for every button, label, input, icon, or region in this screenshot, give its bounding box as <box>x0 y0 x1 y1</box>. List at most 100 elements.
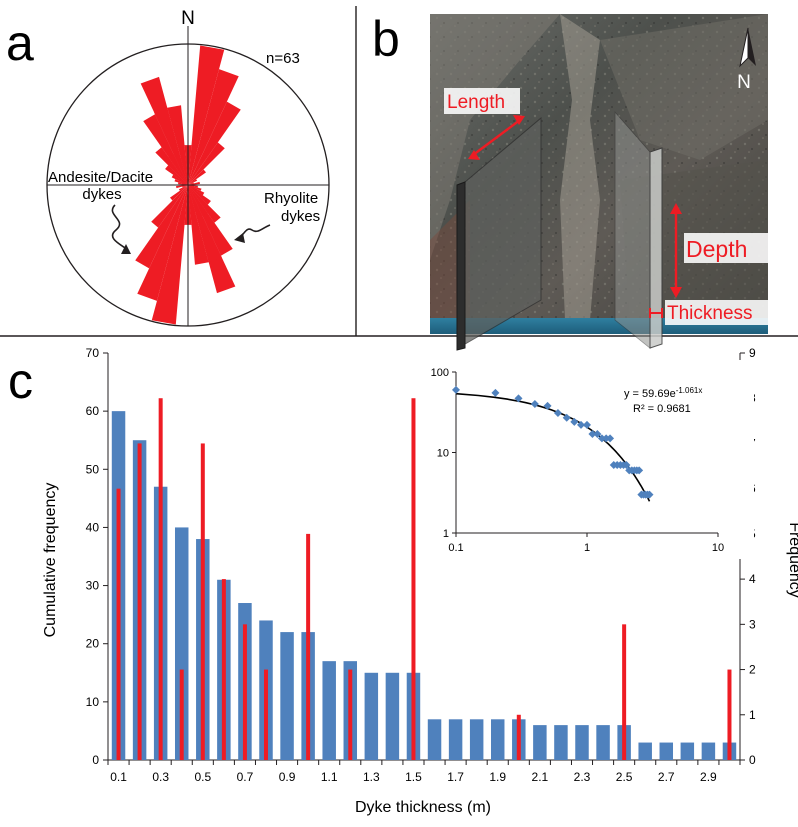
andesite-arrowhead <box>121 244 131 254</box>
inset-point <box>543 401 552 410</box>
x-tick-label: 0.3 <box>152 770 169 784</box>
frequency-bar <box>242 624 247 760</box>
thickness-label: Thickness <box>667 303 753 324</box>
x-tick-label: 2.9 <box>700 770 717 784</box>
rose-petal <box>155 147 188 185</box>
rose-petal <box>188 185 198 191</box>
y2-tick-label: 9 <box>749 346 756 360</box>
andesite-label-line1: Andesite/Dacite <box>48 169 153 186</box>
inset-point <box>645 490 654 499</box>
inset-point <box>622 460 631 469</box>
rose-petal <box>137 185 188 301</box>
rose-petal <box>169 185 188 201</box>
y-tick-label: 70 <box>86 346 100 360</box>
y-tick-label: 60 <box>86 404 100 418</box>
bars <box>111 398 737 760</box>
frequency-bar <box>179 669 184 760</box>
inset-point <box>588 429 597 438</box>
rose-petal <box>188 182 194 185</box>
frequency-bar <box>727 669 732 760</box>
cumulative-bar <box>533 725 547 760</box>
rose-petal <box>168 154 188 185</box>
fit-equation: y = 59.69e-1.061x <box>624 386 702 400</box>
y-tick-label: 40 <box>86 520 100 534</box>
frequency-bar <box>411 398 416 760</box>
inset-point <box>553 408 562 417</box>
inset-point <box>593 429 602 438</box>
inset-point <box>606 434 615 443</box>
rose-petal <box>188 185 194 188</box>
frequency-bar <box>158 398 163 760</box>
rose-north-label: N <box>181 8 195 29</box>
x-tick-label: 0.5 <box>194 770 211 784</box>
cumulative-bar <box>427 719 442 760</box>
rose-petal <box>151 185 188 228</box>
x-tick-label: 2.1 <box>532 770 549 784</box>
rose-petal <box>188 185 222 263</box>
panel-b: b Length Depth Thickness <box>372 11 771 351</box>
rhyolite-label-line2: dykes <box>281 208 320 225</box>
y-tick-label: 10 <box>86 695 100 709</box>
rose-count-label: n=63 <box>266 50 300 67</box>
inset-y-tick-label: 10 <box>437 448 449 460</box>
cumulative-bar <box>322 661 336 760</box>
north-arrow-icon: N <box>737 27 756 93</box>
x-axis-label: Dyke thickness (m) <box>355 799 491 816</box>
rose-petal <box>166 166 188 185</box>
rose-petal <box>178 185 188 191</box>
fit-r2: R² = 0.9681 <box>633 403 691 415</box>
inset-point <box>514 394 523 403</box>
y-tick-label: 30 <box>86 579 100 593</box>
panel-c: c Cumulative frequency Frequency Dyke th… <box>8 346 798 816</box>
x-tick-label: 1.1 <box>321 770 338 784</box>
y2-tick-label: 2 <box>749 663 756 677</box>
rose-petal <box>188 185 196 213</box>
length-plane-thickness <box>456 181 466 351</box>
x-tick-label: 0.1 <box>110 770 127 784</box>
y2-tick-label: 0 <box>749 753 756 767</box>
cumulative-bar <box>364 672 379 760</box>
frequency-bar <box>348 669 353 760</box>
depth-label-box <box>684 233 770 263</box>
cumulative-bar <box>554 725 568 760</box>
x-tick-label: 1.5 <box>405 770 422 784</box>
rose-petal <box>151 185 188 325</box>
length-arrowhead-b <box>513 115 525 125</box>
length-label: Length <box>447 92 505 113</box>
rose-petal <box>188 185 208 216</box>
cumulative-bar <box>659 742 674 760</box>
x-tick-label: 2.3 <box>574 770 591 784</box>
cumulative-bar <box>575 725 589 760</box>
rose-petal <box>188 101 241 185</box>
inset-chart: 1 10 100 0.1 1 10 <box>420 360 754 559</box>
rose-petals <box>135 45 241 325</box>
rhyolite-label-line1: Rhyolite <box>264 190 318 207</box>
rose-petal <box>178 182 188 185</box>
y-tick-label: 0 <box>92 753 99 767</box>
rose-petal <box>188 185 198 188</box>
andesite-label-line2: dykes <box>82 186 121 203</box>
rose-petal <box>182 185 188 188</box>
panel-b-north-label: N <box>737 72 751 93</box>
rose-petal <box>176 185 188 189</box>
inset-background <box>420 360 754 559</box>
rose-petal <box>188 185 221 223</box>
inset-point <box>577 420 586 429</box>
inset-point <box>635 466 644 475</box>
rose-petal <box>188 169 207 185</box>
cumulative-bar <box>638 742 652 760</box>
rose-petal <box>154 107 188 185</box>
x-tick-label: 1.9 <box>489 770 506 784</box>
frequency-bar <box>221 579 226 760</box>
y2-tick-label: 4 <box>749 572 756 586</box>
y2-axis-label: Frequency <box>786 522 798 598</box>
cumulative-bar <box>174 527 189 760</box>
rose-petal <box>188 179 198 185</box>
cumulative-bar <box>385 672 400 760</box>
rhyolite-arrowhead <box>234 233 245 243</box>
frequency-bar <box>264 669 268 760</box>
frequency-bar <box>306 533 311 760</box>
cumulative-bar <box>448 719 463 760</box>
inset-point <box>530 400 539 409</box>
rose-petal <box>188 181 200 185</box>
